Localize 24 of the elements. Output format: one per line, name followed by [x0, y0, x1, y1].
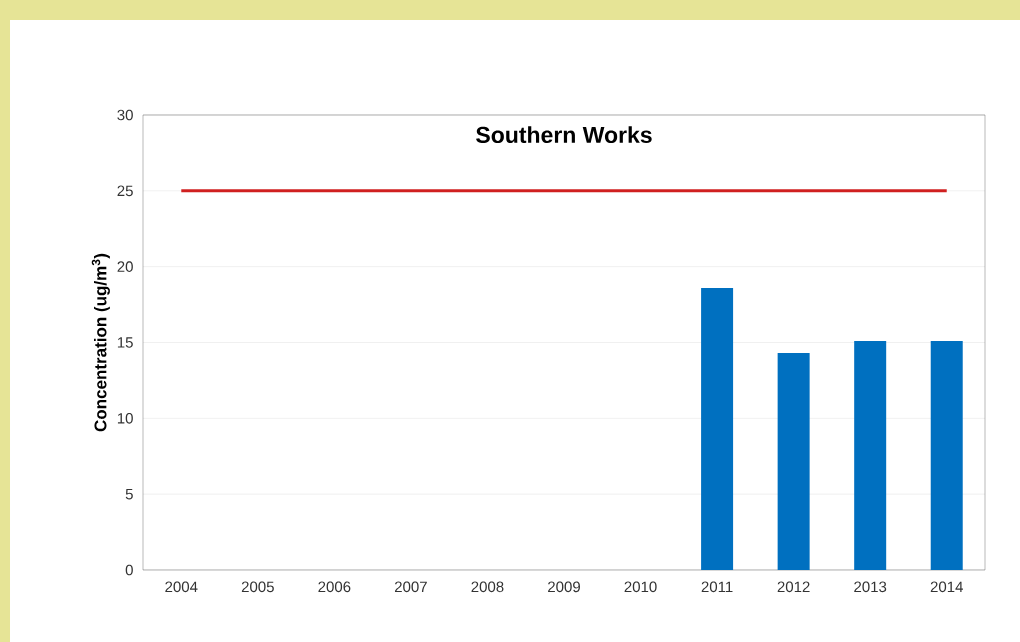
x-tick-label: 2009 [548, 581, 580, 593]
x-tick-label: 2014 [930, 581, 963, 593]
bar [930, 340, 963, 570]
x-tick-label: 2007 [394, 581, 427, 593]
x-tick-label: 2005 [241, 581, 274, 593]
chart-title: Southern Works [476, 126, 652, 144]
bar [701, 287, 734, 570]
y-axis-title: Concentration (ug/m$^{3}$) [91, 253, 110, 432]
x-tick-label: 2011 [701, 581, 733, 593]
bar [854, 340, 887, 570]
x-tick-label: 2006 [318, 581, 351, 593]
y-tick-label: 30 [117, 109, 133, 121]
x-tick-label: 2012 [777, 581, 810, 593]
x-tick-label: 2008 [471, 581, 504, 593]
x-tick-label: 2013 [854, 581, 887, 593]
y-tick-label: 10 [117, 413, 133, 424]
bar [777, 353, 810, 570]
y-tick-label: 5 [125, 488, 133, 500]
x-tick-label: 2004 [165, 581, 198, 593]
y-tick-label: 15 [117, 337, 133, 348]
x-tick-label: 2010 [624, 581, 657, 593]
y-tick-label: 20 [117, 261, 133, 272]
y-tick-label: 0 [125, 564, 133, 576]
y-tick-label: 25 [117, 185, 133, 197]
